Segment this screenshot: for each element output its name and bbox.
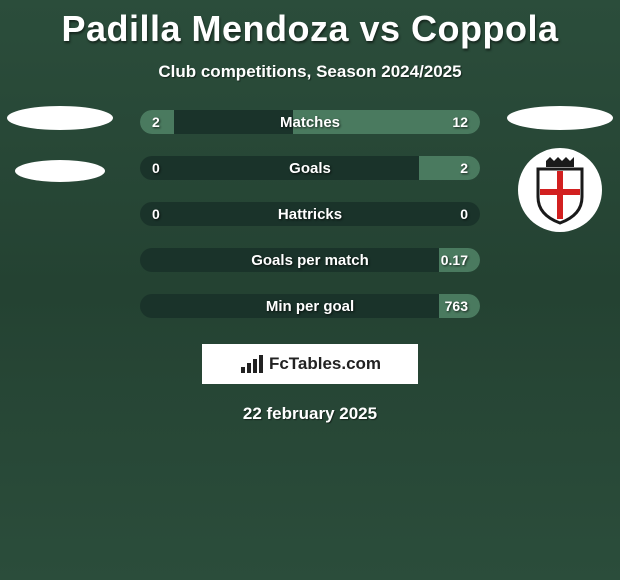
stat-label: Min per goal [266,298,354,315]
left-badge-placeholder-2 [15,160,105,182]
brand-text: FcTables.com [269,354,381,374]
stat-fill-right [419,156,480,180]
comparison-title: Padilla Mendoza vs Coppola [0,0,620,50]
stat-row-hattricks: 0 Hattricks 0 [140,202,480,226]
stat-value-right: 0 [460,206,468,222]
comparison-subtitle: Club competitions, Season 2024/2025 [0,62,620,82]
bar-chart-icon [239,353,265,375]
stat-row-matches: 2 Matches 12 [140,110,480,134]
stat-value-right: 0.17 [441,252,468,268]
stat-rows: 2 Matches 12 0 Goals 2 0 Hattricks 0 Goa… [140,110,480,318]
stat-label: Goals [289,160,331,177]
stat-value-right: 12 [452,114,468,130]
stat-value-right: 763 [445,298,468,314]
stat-label: Matches [280,114,340,131]
stats-area: 2 Matches 12 0 Goals 2 0 Hattricks 0 Goa… [0,110,620,318]
right-club-shield-icon [518,148,602,232]
stat-value-right: 2 [460,160,468,176]
right-badge-placeholder-1 [507,106,613,130]
brand-box: FcTables.com [202,344,418,384]
stat-value-left: 0 [152,206,160,222]
stat-row-min-per-goal: Min per goal 763 [140,294,480,318]
stat-row-goals: 0 Goals 2 [140,156,480,180]
right-player-badges [506,106,614,232]
left-player-badges [6,106,114,182]
stat-row-goals-per-match: Goals per match 0.17 [140,248,480,272]
footer-date: 22 february 2025 [0,404,620,424]
stat-value-left: 0 [152,160,160,176]
stat-label: Hattricks [278,206,342,223]
stat-label: Goals per match [251,252,369,269]
left-badge-placeholder-1 [7,106,113,130]
stat-value-left: 2 [152,114,160,130]
